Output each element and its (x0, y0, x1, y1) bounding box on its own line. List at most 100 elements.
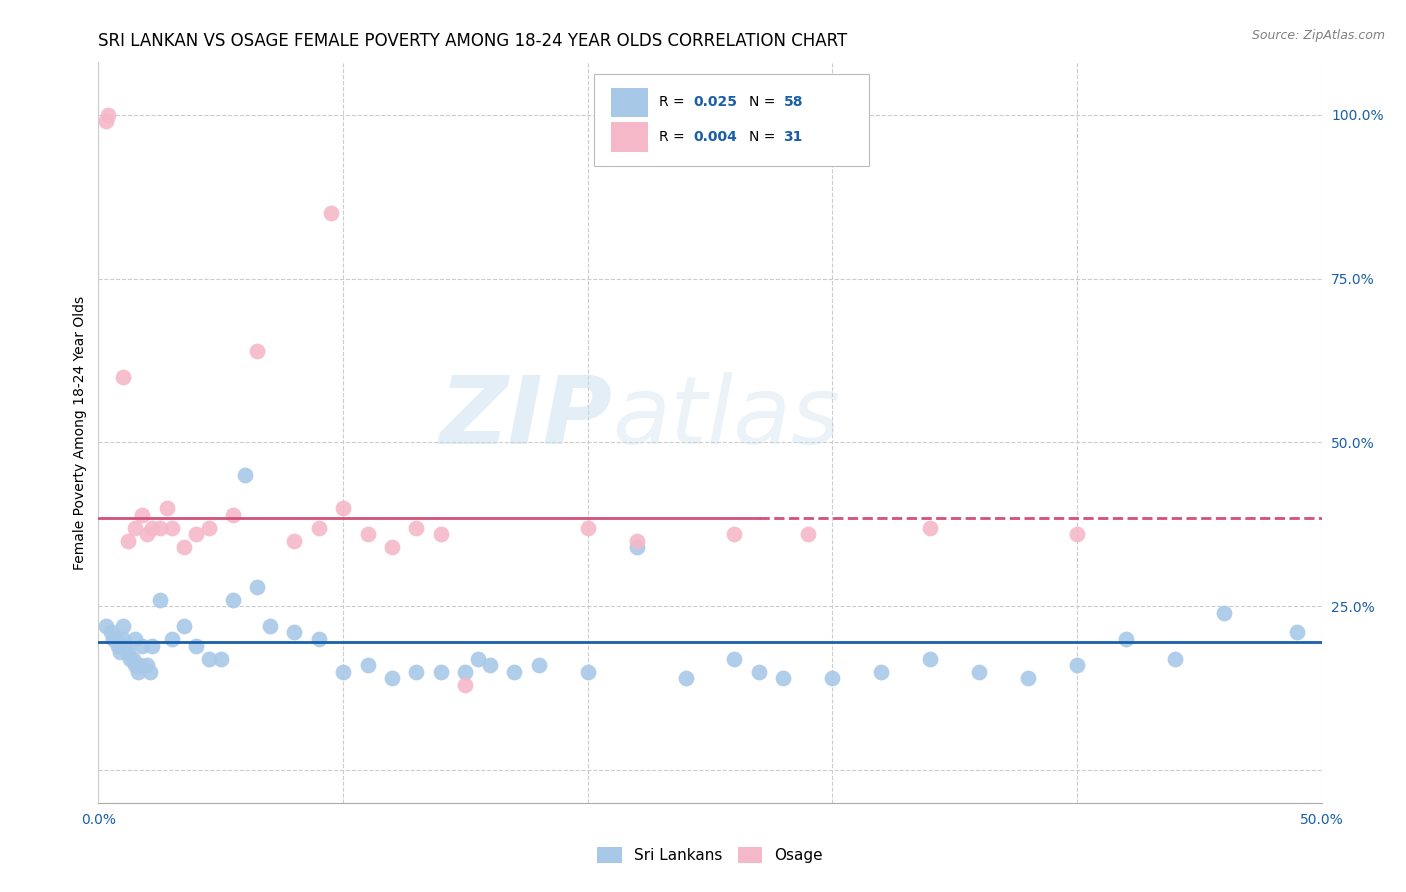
Text: 0.004: 0.004 (693, 130, 737, 145)
Point (1212, 606, 1234, 620)
Point (405, 521, 427, 535)
Legend: Sri Lankans, Osage: Sri Lankans, Osage (591, 841, 830, 869)
Point (527, 658, 550, 673)
Text: Source: ZipAtlas.com: Source: ZipAtlas.com (1251, 29, 1385, 42)
Point (967, 665, 990, 679)
Point (107, 639, 129, 653)
Point (503, 665, 526, 679)
Point (1066, 658, 1088, 673)
Point (131, 508, 153, 522)
Point (576, 665, 599, 679)
Point (124, 658, 146, 673)
Point (173, 541, 195, 555)
Point (104, 632, 127, 646)
Point (405, 665, 427, 679)
Point (101, 632, 124, 646)
Point (120, 651, 142, 665)
Point (467, 651, 489, 665)
Point (124, 632, 146, 646)
Point (197, 651, 219, 665)
Point (111, 370, 134, 384)
Point (222, 592, 245, 607)
Point (100, 625, 122, 640)
Point (141, 521, 163, 535)
Point (131, 639, 153, 653)
Point (149, 521, 172, 535)
Point (94, 619, 117, 633)
Point (626, 541, 648, 555)
Point (870, 665, 893, 679)
Point (626, 533, 648, 548)
Point (332, 500, 354, 515)
Point (1164, 651, 1187, 665)
Point (283, 533, 305, 548)
Point (675, 671, 697, 685)
Point (160, 632, 183, 646)
Point (478, 658, 501, 673)
Point (97, 108, 120, 122)
Point (319, 206, 342, 220)
Point (576, 521, 599, 535)
Point (821, 671, 844, 685)
Point (454, 678, 477, 692)
Text: 0.025: 0.025 (693, 95, 737, 110)
Point (430, 665, 453, 679)
Point (136, 658, 159, 673)
Point (124, 521, 146, 535)
Point (430, 527, 453, 541)
Point (117, 645, 139, 659)
Point (209, 651, 232, 665)
Point (139, 665, 162, 679)
Text: R =: R = (658, 95, 689, 110)
Point (111, 619, 134, 633)
Point (186, 639, 208, 653)
Point (920, 651, 942, 665)
Point (94, 114, 117, 128)
Point (308, 632, 330, 646)
Point (1286, 625, 1309, 640)
Text: R =: R = (658, 130, 689, 145)
Point (723, 651, 745, 665)
Point (356, 527, 378, 541)
Text: N =: N = (749, 130, 780, 145)
Text: 31: 31 (783, 130, 803, 145)
Y-axis label: Female Poverty Among 18-24 Year Olds: Female Poverty Among 18-24 Year Olds (73, 295, 87, 570)
Point (246, 580, 269, 594)
Point (186, 527, 208, 541)
Point (1017, 671, 1039, 685)
Point (381, 671, 404, 685)
Point (332, 665, 354, 679)
FancyBboxPatch shape (612, 87, 648, 117)
Point (127, 665, 149, 679)
Point (772, 671, 794, 685)
Text: SRI LANKAN VS OSAGE FEMALE POVERTY AMONG 18-24 YEAR OLDS CORRELATION CHART: SRI LANKAN VS OSAGE FEMALE POVERTY AMONG… (98, 32, 848, 50)
Point (356, 658, 378, 673)
Point (121, 651, 143, 665)
Point (160, 521, 183, 535)
Point (110, 645, 132, 659)
Point (197, 521, 219, 535)
Point (454, 665, 477, 679)
Point (797, 527, 820, 541)
Point (308, 521, 330, 535)
Point (117, 533, 139, 548)
Point (141, 639, 163, 653)
Point (149, 592, 172, 607)
Point (173, 619, 195, 633)
Point (246, 343, 269, 358)
Point (156, 500, 179, 515)
Point (222, 508, 245, 522)
Point (114, 639, 136, 653)
Point (1066, 527, 1088, 541)
Text: ZIP: ZIP (439, 372, 612, 464)
Point (233, 468, 256, 483)
Point (111, 632, 134, 646)
Point (1115, 632, 1137, 646)
Point (381, 541, 404, 555)
Point (129, 658, 152, 673)
Point (920, 521, 942, 535)
Text: N =: N = (749, 95, 780, 110)
Point (723, 527, 745, 541)
Text: 58: 58 (783, 95, 803, 110)
Point (748, 665, 770, 679)
